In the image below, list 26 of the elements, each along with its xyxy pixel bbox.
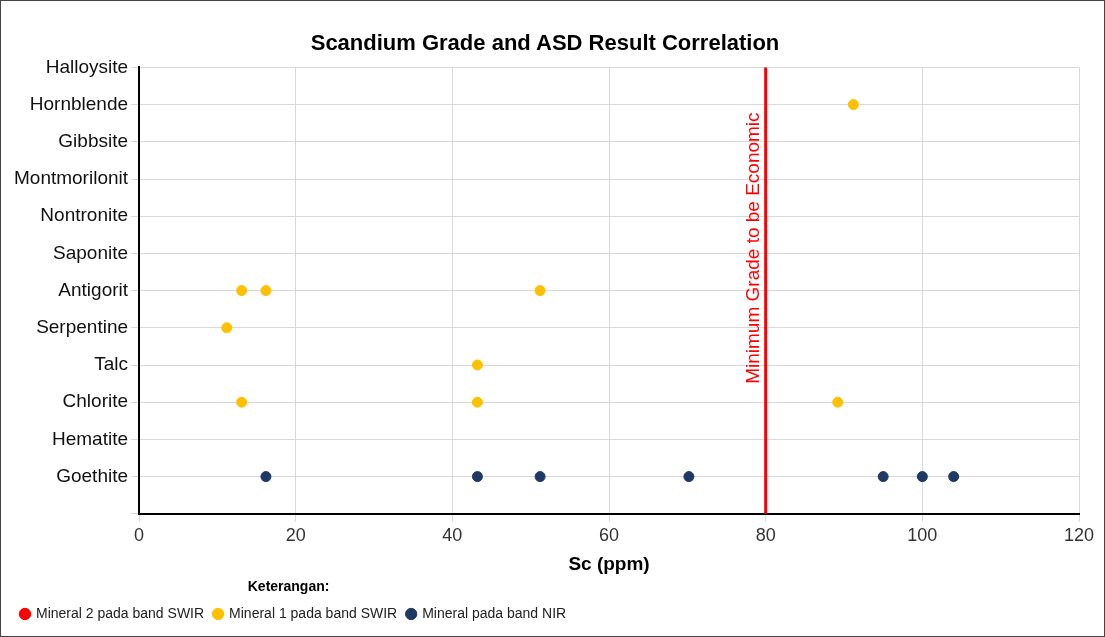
y-tick-label: Serpentine	[36, 316, 129, 338]
x-tick-label: 0	[134, 524, 145, 545]
x-tick-label: 20	[285, 524, 306, 545]
y-tick-label: Hematite	[52, 427, 129, 449]
x-tick-label: 80	[755, 524, 776, 545]
legend-label: Mineral 1 pada band SWIR	[229, 604, 398, 621]
y-tick-label: Chlorite	[62, 390, 129, 412]
y-tick-label: Hornblende	[29, 92, 129, 114]
x-tick-label: 120	[1063, 524, 1095, 545]
x-tick-label: 60	[599, 524, 620, 545]
y-tick-label: Goethite	[56, 464, 129, 486]
chart-title: Scandium Grade and ASD Result Correlation	[310, 30, 780, 56]
y-tick-label: Halloysite	[45, 55, 129, 77]
ref-line-label: Minimum Grade to be Economic	[741, 112, 763, 384]
x-tick-label: 40	[442, 524, 463, 545]
x-tick-label: 100	[907, 524, 938, 545]
y-tick-label: Montmorilonit	[13, 167, 129, 189]
x-axis-title: Sc (ppm)	[568, 553, 650, 575]
y-tick-label: Saponite	[53, 241, 129, 263]
y-tick-label: Nontronite	[40, 204, 129, 226]
legend-label: Mineral 2 pada band SWIR	[36, 604, 205, 621]
y-tick-label: Gibbsite	[58, 130, 129, 152]
legend-label: Mineral pada band NIR	[422, 604, 567, 621]
legend-title: Keterangan:	[247, 578, 330, 595]
y-tick-label: Antigorit	[58, 278, 129, 300]
y-tick-label: Talc	[94, 353, 129, 375]
